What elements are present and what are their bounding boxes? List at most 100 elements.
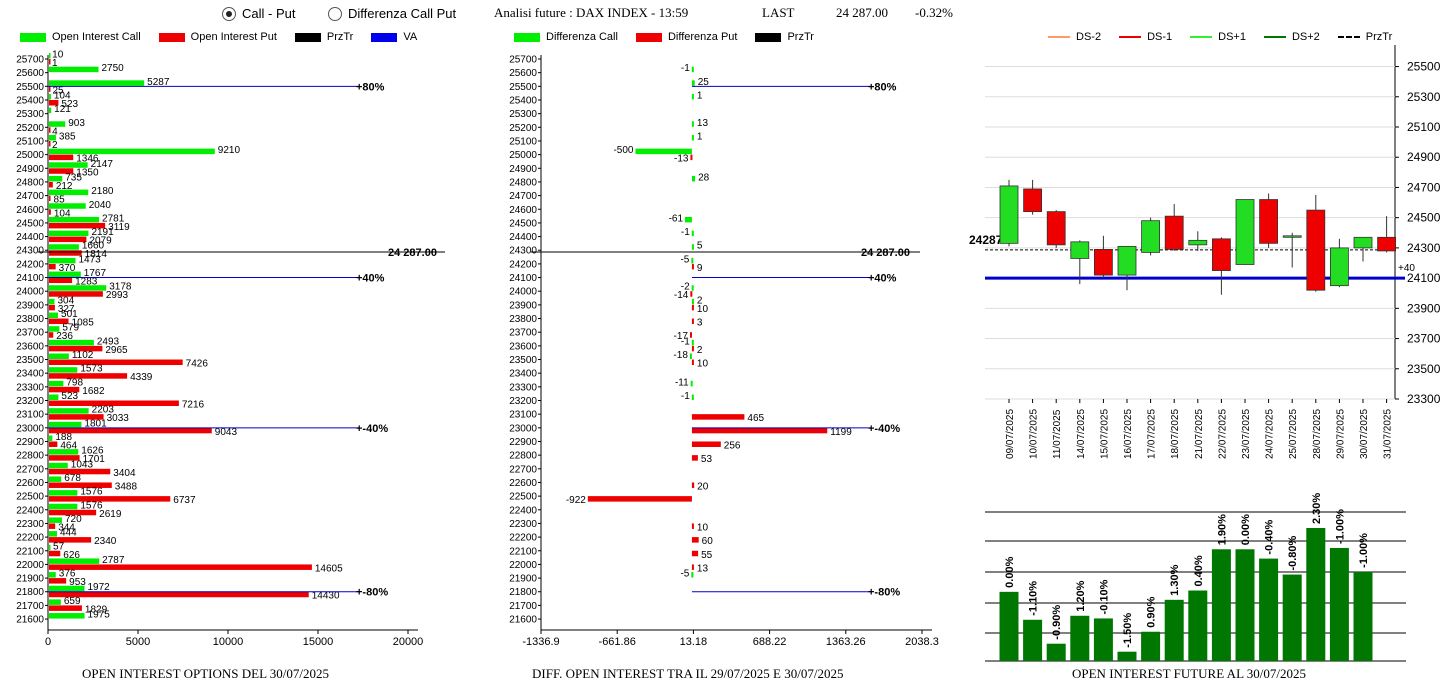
radio-call-put[interactable]: Call - Put <box>222 6 295 21</box>
radio-unselected-icon <box>328 6 342 21</box>
diff-call-bar <box>691 80 695 86</box>
strike-label: 22100 <box>509 546 537 557</box>
put-bar <box>49 168 74 174</box>
call-value-label: 2787 <box>102 555 125 566</box>
put-bar <box>49 400 179 406</box>
legend-label: DS-1 <box>1147 31 1173 43</box>
put-bar <box>49 250 82 256</box>
put-bar <box>49 222 106 229</box>
x-tick-label: 11/07/2025 <box>1052 409 1063 459</box>
prztr-value-label: 24287 <box>969 233 1003 247</box>
put-value-label: 6737 <box>173 495 196 506</box>
put-bar <box>49 236 87 243</box>
future-bar-label: 0.40% <box>1193 555 1205 586</box>
x-tick-label: 18/07/2025 <box>1170 409 1181 459</box>
strike-label: 23100 <box>16 410 44 421</box>
strike-label: 23700 <box>509 328 537 339</box>
strike-label: 24600 <box>509 205 537 216</box>
put-bar <box>49 291 103 297</box>
x-tick-label: 13.18 <box>680 636 708 648</box>
caption-future: OPEN INTEREST FUTURE AL 30/07/2025 <box>1072 666 1307 681</box>
diff-call-label: -500 <box>613 145 633 156</box>
put-bar <box>49 304 55 311</box>
candle-body <box>1282 235 1302 238</box>
call-value-label: 188 <box>55 432 72 443</box>
strike-label: 22800 <box>16 451 44 462</box>
call-bar <box>49 285 107 291</box>
put-bar <box>49 591 309 598</box>
call-value-label: 1102 <box>72 350 94 361</box>
call-bar <box>49 121 66 127</box>
call-value-label: 104 <box>54 90 71 101</box>
y-tick-label: 23700 <box>1407 332 1441 346</box>
candle-body <box>1188 239 1208 246</box>
future-bar-label: -1.00% <box>1334 509 1346 544</box>
strike-label: 25400 <box>16 95 44 106</box>
put-bar <box>49 386 80 393</box>
call-value-label: 10 <box>52 50 64 61</box>
radio-diff[interactable]: Differenza Call Put <box>328 6 456 21</box>
candle-body <box>1164 215 1184 250</box>
call-bar <box>49 394 59 400</box>
future-bar <box>1023 619 1043 661</box>
x-tick-label: 28/07/2025 <box>1312 409 1323 459</box>
strike-label: 22100 <box>16 546 44 557</box>
call-bar <box>49 380 64 387</box>
diff-put-bar <box>691 537 699 543</box>
future-bar <box>1353 571 1373 661</box>
call-bar <box>49 244 79 250</box>
call-value-label: 1972 <box>87 582 110 593</box>
x-tick-label: 31/07/2025 <box>1383 409 1394 459</box>
diff-call-bar <box>691 394 694 400</box>
put-bar <box>49 318 69 325</box>
diff-put-bar <box>690 154 693 161</box>
x-tick-label: 21/07/2025 <box>1194 409 1205 459</box>
future-bar-label: 0.00% <box>1004 556 1016 587</box>
put-bar <box>49 209 51 215</box>
strike-label: 23400 <box>509 369 537 380</box>
strike-label: 24100 <box>16 273 44 284</box>
call-bar <box>49 476 62 482</box>
legend-item-prztr: PrzTr <box>294 31 353 43</box>
diff-put-bar <box>691 263 694 270</box>
legend-label: DS+2 <box>1291 31 1320 43</box>
diff-call-bar <box>691 572 694 578</box>
call-value-label: 2180 <box>91 186 114 197</box>
call-value-label: 720 <box>65 514 82 525</box>
strike-label: 25500 <box>509 82 537 93</box>
y-tick-label: 23900 <box>1407 301 1441 315</box>
call-bar <box>49 203 86 209</box>
diff-put-label: 55 <box>701 550 713 561</box>
prztr-label: 24 287.00 <box>388 247 437 259</box>
candle-body <box>1094 248 1113 276</box>
y-tick-label: 24300 <box>1407 241 1441 255</box>
x-tick-label: 16/07/2025 <box>1123 409 1134 459</box>
x-tick-label: 29/07/2025 <box>1335 409 1346 459</box>
call-bar <box>49 517 62 523</box>
va-label: +40% <box>356 273 385 285</box>
strike-label: 23800 <box>509 314 537 325</box>
diff-put-bar <box>690 291 693 297</box>
diff-call-bar <box>691 244 694 250</box>
strike-label: 22900 <box>509 437 537 448</box>
strike-label: 25200 <box>509 123 537 134</box>
strike-label: 21600 <box>16 615 44 626</box>
strike-label: 25100 <box>16 136 44 147</box>
candle-body <box>1212 238 1231 271</box>
strike-label: 24700 <box>16 191 44 202</box>
va-label: +-80% <box>868 587 900 599</box>
call-bar <box>49 435 53 441</box>
legend-label: VA <box>403 31 418 43</box>
header-title: Analisi future : DAX INDEX - 13:59 <box>494 5 689 20</box>
future-bar-label: -1.50% <box>1122 613 1134 648</box>
call-bar <box>49 531 57 537</box>
x-tick-label: -1336.9 <box>522 636 559 648</box>
strike-label: 23700 <box>16 328 44 339</box>
diff-call-label: 25 <box>698 77 710 88</box>
call-bar <box>49 326 60 332</box>
future-bar-label: 2.30% <box>1311 493 1323 524</box>
put-value-label: 1829 <box>85 604 108 615</box>
call-bar <box>49 367 78 373</box>
put-value-label: 2619 <box>99 509 122 520</box>
put-bar <box>49 496 171 502</box>
